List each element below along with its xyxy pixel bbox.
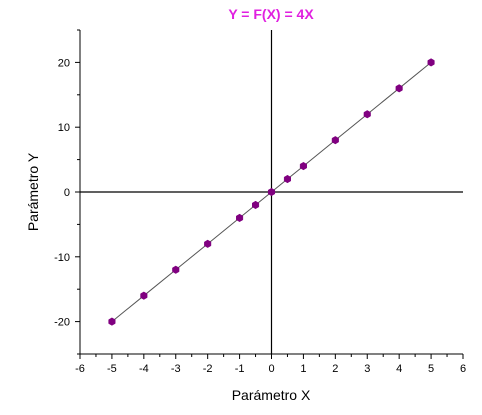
y-tick-label: -10 bbox=[54, 252, 70, 264]
x-tick-label: -4 bbox=[139, 363, 149, 375]
x-tick-label: -1 bbox=[235, 363, 245, 375]
data-point bbox=[427, 58, 435, 67]
data-point bbox=[204, 239, 212, 248]
data-point bbox=[299, 161, 307, 171]
x-tick-label: -5 bbox=[107, 363, 117, 375]
data-points bbox=[108, 58, 435, 326]
data-point bbox=[331, 136, 339, 145]
data-point bbox=[108, 317, 116, 326]
x-tick-label: 5 bbox=[428, 363, 434, 375]
x-tick-label: -2 bbox=[203, 363, 213, 375]
data-point bbox=[172, 265, 180, 274]
data-point bbox=[252, 200, 260, 210]
data-point bbox=[363, 110, 371, 119]
data-point bbox=[267, 187, 276, 197]
y-tick-label: 0 bbox=[64, 187, 70, 199]
x-tick-label: 4 bbox=[396, 363, 402, 375]
x-axis-ticks: -6 -5 -4 -3 -2 -1 0 1 2 3 4 5 6 bbox=[75, 354, 466, 375]
x-tick-label: -3 bbox=[171, 363, 181, 375]
data-point bbox=[283, 174, 291, 184]
data-point bbox=[236, 213, 244, 223]
x-tick-label: 2 bbox=[332, 363, 338, 375]
y-axis-label: Parámetro Y bbox=[25, 152, 41, 231]
x-tick-label: 6 bbox=[460, 363, 466, 375]
x-axis-label: Parámetro X bbox=[232, 387, 311, 403]
x-tick-label: 1 bbox=[300, 363, 306, 375]
data-point bbox=[140, 291, 148, 300]
y-tick-label: 10 bbox=[58, 122, 70, 134]
x-tick-label: -6 bbox=[75, 363, 85, 375]
x-tick-label: 3 bbox=[364, 363, 370, 375]
y-tick-label: -20 bbox=[54, 317, 70, 329]
x-tick-label: 0 bbox=[268, 363, 274, 375]
data-point bbox=[395, 84, 403, 93]
y-tick-label: 20 bbox=[58, 57, 70, 69]
y-axis-ticks: -20 -10 0 10 20 bbox=[54, 29, 80, 355]
chart-title: Y = F(X) = 4X bbox=[228, 6, 314, 22]
